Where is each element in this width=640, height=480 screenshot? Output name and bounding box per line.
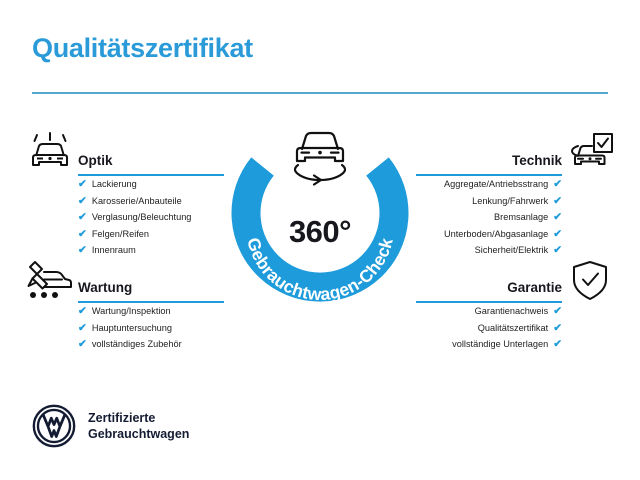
- list-item: ✔ Qualitätszertifikat: [416, 320, 562, 337]
- check-icon: ✔: [78, 211, 87, 223]
- section-garantie-list: ✔ Garantienachweis ✔ Qualitätszertifikat ✔…: [416, 303, 562, 353]
- footer-brand: Zertifizierte Gebrauchtwagen: [32, 404, 189, 448]
- section-optik-list: ✔ Lackierung ✔ Karosserie/Anbauteile ✔ Verg…: [78, 176, 224, 259]
- section-optik-header: Optik: [78, 140, 224, 176]
- check-icon: ✔: [553, 244, 562, 256]
- section-wartung-list: ✔ Wartung/Inspektion ✔ Hauptuntersuchung ✔…: [78, 303, 224, 353]
- section-technik-header: Technik: [416, 140, 562, 176]
- list-item: ✔ Verglasung/Beleuchtung: [78, 209, 224, 226]
- list-item-label: vollständiges Zubehör: [91, 339, 182, 349]
- check-icon: ✔: [553, 178, 562, 190]
- list-item: ✔ Garantienachweis: [416, 303, 562, 320]
- section-garantie-divider: [416, 301, 562, 303]
- list-item-label: Lenkung/Fahrwerk: [472, 195, 549, 206]
- check-icon: ✔: [78, 227, 87, 240]
- page-title: Qualitätszertifikat: [32, 33, 253, 63]
- check-icon: ✔: [553, 211, 562, 223]
- check-icon: ✔: [553, 338, 562, 350]
- list-item: ✔ Bremsanlage: [416, 209, 562, 226]
- check-icon: ✔: [78, 321, 87, 334]
- section-wartung: Wartung ✔ Wartung/Inspektion ✔ Hauptunters…: [78, 267, 224, 353]
- section-wartung-divider: [78, 301, 224, 303]
- list-item: ✔ Innenraum: [78, 242, 224, 259]
- list-item: ✔ Karosserie/Anbauteile: [78, 193, 224, 210]
- footer-line1: Zertifizierte: [88, 411, 156, 425]
- check-icon: ✔: [78, 244, 87, 256]
- list-item-label: Bremsanlage: [494, 212, 549, 222]
- section-wartung-title: Wartung: [78, 280, 133, 295]
- vw-logo-icon: [32, 404, 76, 448]
- section-technik: Technik ✔ Aggregate/Antriebsstrang ✔ Lenku…: [416, 140, 562, 259]
- list-item-label: Innenraum: [91, 245, 136, 255]
- check-icon: ✔: [553, 321, 562, 334]
- section-technik-divider: [416, 174, 562, 176]
- list-item-label: Karosserie/Anbauteile: [91, 195, 182, 206]
- check-icon: ✔: [553, 227, 562, 240]
- list-item: ✔ Unterboden/Abgasanlage: [416, 226, 562, 243]
- list-item: ✔ vollständiges Zubehör: [78, 336, 224, 353]
- list-item: ✔ Lenkung/Fahrwerk: [416, 193, 562, 210]
- list-item-label: Aggregate/Antriebsstrang: [443, 179, 549, 189]
- list-item: ✔ Hauptuntersuchung: [78, 320, 224, 337]
- list-item-label: vollständige Unterlagen: [452, 339, 549, 349]
- pen-car-icon: [24, 260, 74, 307]
- shield-check-icon: [570, 260, 610, 307]
- list-item: ✔ vollständige Unterlagen: [416, 336, 562, 353]
- section-garantie-title: Garantie: [507, 280, 562, 295]
- section-garantie-header: Garantie: [416, 267, 562, 303]
- list-item-label: Sicherheit/Elektrik: [474, 245, 549, 255]
- list-item-label: Garantienachweis: [474, 306, 549, 316]
- list-item: ✔ Wartung/Inspektion: [78, 303, 224, 320]
- header-divider: [32, 92, 608, 94]
- section-optik: Optik ✔ Lackierung ✔ Karosserie/Anbauteile…: [78, 140, 224, 259]
- list-item-label: Lackierung: [91, 179, 137, 189]
- list-item-label: Verglasung/Beleuchtung: [91, 212, 192, 222]
- section-garantie: Garantie ✔ Garantienachweis ✔ Qualitätszer…: [416, 267, 562, 353]
- section-technik-title: Technik: [511, 153, 562, 168]
- footer-text: Zertifizierte Gebrauchtwagen: [88, 410, 189, 442]
- list-item-label: Qualitätszertifikat: [477, 322, 549, 333]
- section-optik-divider: [78, 174, 224, 176]
- list-item-label: Felgen/Reifen: [91, 228, 150, 239]
- check-icon: ✔: [78, 305, 87, 317]
- footer-line2: Gebrauchtwagen: [88, 427, 190, 441]
- section-wartung-header: Wartung: [78, 267, 224, 303]
- check-icon: ✔: [78, 178, 87, 190]
- check-icon: ✔: [553, 194, 562, 207]
- section-technik-list: ✔ Aggregate/Antriebsstrang ✔ Lenkung/Fahrw…: [416, 176, 562, 259]
- check-icon: ✔: [553, 305, 562, 317]
- badge-center-text: 360°: [288, 214, 352, 249]
- list-item: ✔ Sicherheit/Elektrik: [416, 242, 562, 259]
- car-checkbox-icon: [566, 132, 614, 179]
- list-item: ✔ Felgen/Reifen: [78, 226, 224, 243]
- list-item-label: Unterboden/Abgasanlage: [443, 228, 549, 239]
- car-shine-icon: [26, 132, 74, 179]
- 360-check-badge: Gebrauchtwagen-Check 360°: [222, 122, 418, 318]
- check-icon: ✔: [78, 338, 87, 350]
- list-item: ✔ Lackierung: [78, 176, 224, 193]
- list-item: ✔ Aggregate/Antriebsstrang: [416, 176, 562, 193]
- list-item-label: Wartung/Inspektion: [91, 306, 171, 316]
- section-optik-title: Optik: [78, 153, 113, 168]
- check-icon: ✔: [78, 194, 87, 207]
- list-item-label: Hauptuntersuchung: [91, 322, 173, 333]
